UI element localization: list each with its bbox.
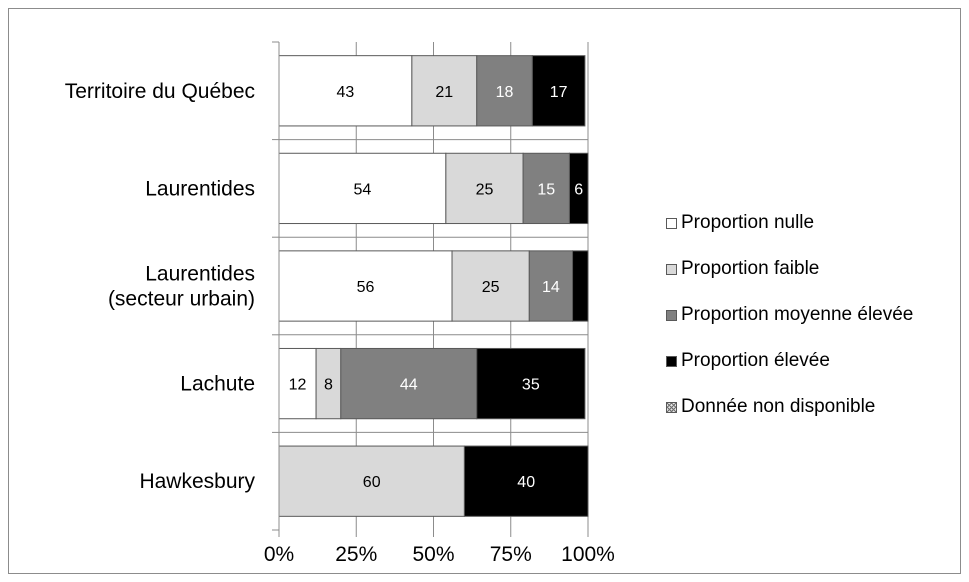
- chart-plot: 0% 25% 50% 75% 100% 43 21 18 17 Territoire du Qu…: [65, 41, 615, 566]
- legend-swatch: [666, 217, 677, 229]
- bar-segment: [476, 55, 533, 127]
- data-label: 54: [354, 181, 372, 198]
- bar-segment: [278, 347, 317, 420]
- legend-swatch: [666, 401, 677, 413]
- legend-item: Proportion nulle: [666, 207, 969, 239]
- bar-segment: [278, 250, 453, 322]
- data-label: 25: [482, 279, 500, 296]
- x-tick-label: 50%: [412, 543, 454, 566]
- data-label: 18: [496, 84, 514, 101]
- data-label: 12: [289, 377, 307, 394]
- category-label: Laurentides (secteur urbain): [108, 263, 255, 311]
- category-label: Hawkesbury: [139, 470, 255, 493]
- legend-item: Donnée non disponible: [666, 391, 969, 423]
- data-label: 6: [574, 181, 583, 198]
- legend-swatch: [666, 309, 677, 321]
- legend-swatch: [666, 263, 677, 275]
- legend-item: Proportion faible: [666, 253, 969, 285]
- bar-segment: [522, 152, 570, 225]
- data-label: 43: [337, 84, 355, 101]
- data-label: 56: [357, 279, 375, 296]
- data-label: 25: [476, 181, 494, 198]
- legend-item: Proportion élevée: [666, 345, 969, 377]
- category-label: Lachute: [180, 373, 255, 396]
- data-label: 17: [550, 84, 568, 101]
- x-tick-label: 25%: [335, 543, 377, 566]
- legend-label: Proportion élevée: [681, 350, 830, 371]
- data-label: 15: [537, 181, 555, 198]
- data-label: 60: [363, 474, 381, 491]
- data-label: 21: [435, 84, 453, 101]
- x-tick-label: 75%: [490, 543, 532, 566]
- legend-label: Donnée non disponible: [681, 396, 876, 417]
- x-tick-label: 0%: [264, 543, 294, 566]
- x-tick-label: 100%: [561, 543, 615, 566]
- bar-segment: [445, 152, 524, 225]
- legend-label: Proportion moyenne élevée: [681, 304, 914, 325]
- bar-segment: [568, 152, 589, 225]
- bar-segment: [340, 347, 478, 420]
- chart-legend: Proportion nulle Proportion faible Proport…: [666, 207, 969, 437]
- bar-segment: [278, 152, 447, 225]
- legend-swatch: [666, 355, 677, 367]
- bar-segment: [411, 55, 478, 127]
- bar-segment: [528, 250, 574, 322]
- bar-segment: [315, 347, 342, 420]
- bar-segment: [463, 445, 589, 517]
- data-label: 44: [400, 377, 418, 394]
- bar-segment: [451, 250, 530, 322]
- data-label: 8: [324, 377, 333, 394]
- category-label: Laurentides: [145, 177, 255, 200]
- data-label: 40: [517, 474, 535, 491]
- legend-label: Proportion faible: [681, 258, 820, 279]
- legend-item: Proportion moyenne élevée: [666, 299, 969, 331]
- data-label: 14: [542, 279, 560, 296]
- bar-segment: [531, 55, 586, 127]
- data-label: 35: [522, 377, 540, 394]
- bar-segment: [278, 445, 465, 517]
- legend-label: Proportion nulle: [681, 212, 815, 233]
- bar-segment: [476, 347, 586, 420]
- bar-segment: [572, 250, 589, 322]
- category-label: Territoire du Québec: [65, 80, 255, 103]
- chart-frame: 0% 25% 50% 75% 100% 43 21 18 17 Territoire du Qu…: [8, 8, 961, 574]
